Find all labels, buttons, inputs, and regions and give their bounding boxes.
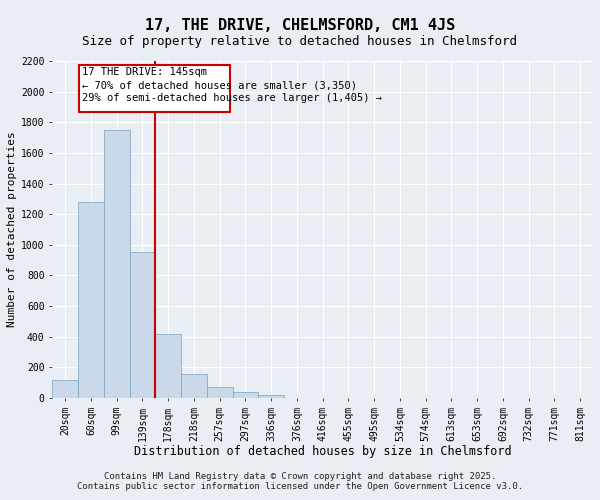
- Bar: [79, 65, 230, 112]
- Bar: [258, 395, 284, 398]
- Y-axis label: Number of detached properties: Number of detached properties: [7, 132, 17, 328]
- Text: Contains HM Land Registry data © Crown copyright and database right 2025.: Contains HM Land Registry data © Crown c…: [104, 472, 496, 481]
- Bar: [207, 386, 233, 398]
- Text: 17 THE DRIVE: 145sqm
← 70% of detached houses are smaller (3,350)
29% of semi-de: 17 THE DRIVE: 145sqm ← 70% of detached h…: [82, 67, 382, 104]
- Text: Contains public sector information licensed under the Open Government Licence v3: Contains public sector information licen…: [77, 482, 523, 491]
- Bar: [181, 374, 207, 398]
- X-axis label: Distribution of detached houses by size in Chelmsford: Distribution of detached houses by size …: [134, 445, 511, 458]
- Bar: [130, 252, 155, 398]
- Text: Size of property relative to detached houses in Chelmsford: Size of property relative to detached ho…: [83, 35, 517, 48]
- Text: 17, THE DRIVE, CHELMSFORD, CM1 4JS: 17, THE DRIVE, CHELMSFORD, CM1 4JS: [145, 18, 455, 32]
- Bar: [78, 202, 104, 398]
- Bar: [104, 130, 130, 398]
- Bar: [52, 380, 78, 398]
- Bar: [233, 392, 258, 398]
- Bar: [155, 334, 181, 398]
